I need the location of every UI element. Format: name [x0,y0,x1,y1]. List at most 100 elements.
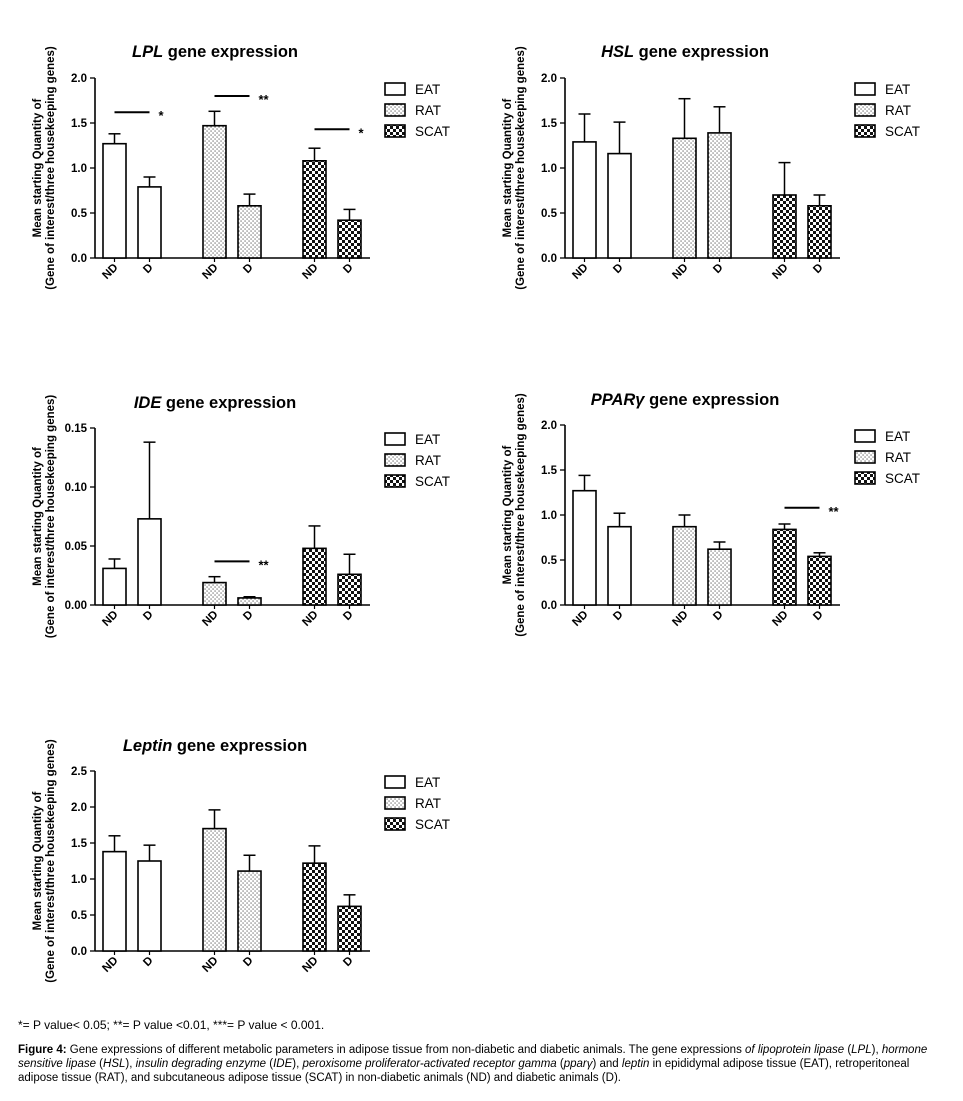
y-axis-label: (Gene of interest/three housekeeping gen… [45,46,57,290]
legend-label: EAT [415,432,440,447]
significance-footnote: *= P value< 0.05; **= P value <0.01, ***… [18,1018,325,1032]
x-tick-label: ND [670,262,690,282]
bar-scat [302,862,327,952]
y-tick-label: 1.0 [71,874,87,886]
legend-swatch-scat [384,817,406,831]
x-tick-label: D [811,609,825,623]
bar-eat [102,850,127,952]
x-tick-label: D [141,955,155,969]
y-axis-label: (Gene of interest/three housekeeping gen… [515,393,527,637]
significance-label: ** [829,504,840,519]
bar-scat [772,194,797,259]
bar-scat [807,205,832,259]
legend-label: RAT [885,450,911,465]
bar-rat [672,137,697,259]
bar-eat [607,525,632,606]
x-tick-label: D [141,262,155,276]
x-tick-label: ND [100,609,120,629]
y-tick-label: 1.5 [71,838,88,850]
y-tick-label: 0.0 [541,253,557,265]
chart-title: IDE gene expression [134,394,296,412]
legend-label: SCAT [885,124,920,139]
legend-label: EAT [415,775,440,790]
x-tick-label: ND [200,262,220,282]
bar-scat [337,219,362,259]
x-tick-label: D [241,262,255,276]
x-tick-label: D [811,262,825,276]
legend-label: EAT [885,82,910,97]
y-axis-label: Mean starting Quantity of [32,99,44,238]
y-tick-label: 1.5 [541,118,558,130]
bar-rat [202,827,227,952]
y-axis-label: Mean starting Quantity of [32,447,44,586]
bar-scat [337,573,362,606]
significance-label: * [159,108,165,123]
chart-title: LPL gene expression [132,43,298,61]
chart-title: PPARγ gene expression [591,391,780,409]
bar-rat [237,597,262,606]
x-tick-label: ND [570,262,590,282]
x-tick-label: D [241,609,255,623]
bar-scat [772,528,797,606]
legend-swatch-rat [384,796,406,810]
y-tick-label: 0.0 [71,253,87,265]
y-axis-label: Mean starting Quantity of [502,446,514,585]
legend-label: SCAT [415,817,450,832]
y-tick-label: 1.5 [541,465,558,477]
x-tick-label: D [341,609,355,623]
y-tick-label: 1.0 [71,163,87,175]
y-tick-label: 2.0 [71,73,87,85]
y-tick-label: 0.0 [541,600,557,612]
significance-label: ** [259,92,270,107]
bar-scat [337,905,362,952]
legend-swatch-scat [854,124,876,138]
bar-rat [707,132,732,259]
chart-title: HSL gene expression [601,43,769,61]
chart-panel-2: HSL gene expression Mean starting Quantit… [502,43,920,290]
y-tick-label: 2.5 [71,766,88,778]
legend-label: RAT [415,103,441,118]
x-tick-label: ND [300,609,320,629]
legend-label: RAT [415,453,441,468]
legend-swatch-eat [854,429,876,443]
legend-label: RAT [415,796,441,811]
figure-caption: Figure 4: Gene expressions of different … [18,1043,948,1085]
y-tick-label: 2.0 [541,420,557,432]
x-tick-label: ND [670,609,690,629]
x-tick-label: D [711,262,725,276]
y-axis-label: (Gene of interest/three housekeeping gen… [515,46,527,290]
bar-eat [102,567,127,606]
significance-label: ** [259,557,270,572]
bar-scat [807,555,832,606]
x-tick-label: D [341,262,355,276]
x-tick-label: D [241,955,255,969]
legend-swatch-rat [854,450,876,464]
bar-eat [137,518,162,606]
bar-eat [137,860,162,952]
legend-label: RAT [885,103,911,118]
y-tick-label: 2.0 [71,802,87,814]
y-axis-label: (Gene of interest/three housekeeping gen… [45,739,57,983]
bar-scat [302,547,327,606]
significance-label: * [359,125,365,140]
y-tick-label: 0.5 [541,208,558,220]
legend-label: EAT [885,429,910,444]
x-tick-label: D [141,609,155,623]
x-tick-label: ND [770,609,790,629]
y-tick-label: 0.05 [65,541,88,553]
y-tick-label: 1.0 [541,510,557,522]
y-tick-label: 1.5 [71,118,88,130]
y-tick-label: 0.5 [541,555,558,567]
y-axis-label: Mean starting Quantity of [502,99,514,238]
legend-swatch-rat [384,103,406,117]
legend-swatch-scat [384,474,406,488]
legend-label: EAT [415,82,440,97]
y-tick-label: 2.0 [541,73,557,85]
x-tick-label: D [611,262,625,276]
chart-panel-5: Leptin gene expression Mean starting Quan… [32,737,450,983]
bar-rat [202,124,227,259]
y-tick-label: 0.5 [71,208,88,220]
x-tick-label: ND [570,609,590,629]
x-tick-label: ND [100,262,120,282]
x-tick-label: ND [300,955,320,975]
